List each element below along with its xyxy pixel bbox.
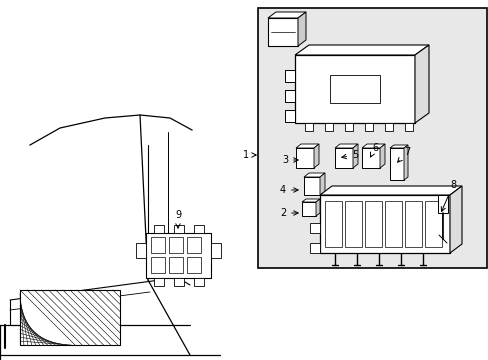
Bar	[404, 123, 412, 131]
Text: 5: 5	[341, 150, 357, 160]
Bar	[304, 177, 319, 195]
Bar	[384, 201, 401, 247]
Text: 9: 9	[175, 210, 181, 228]
Text: 3: 3	[282, 155, 298, 165]
Bar	[154, 225, 163, 233]
Bar	[345, 123, 352, 131]
Bar	[295, 148, 313, 168]
Bar	[389, 148, 403, 180]
Bar	[309, 203, 319, 213]
Text: 7: 7	[397, 147, 409, 162]
Text: 2: 2	[279, 208, 298, 218]
Bar	[361, 148, 379, 168]
Bar	[169, 237, 183, 253]
Bar	[169, 257, 183, 273]
Text: 8: 8	[440, 180, 455, 211]
Bar	[20, 290, 120, 345]
Polygon shape	[379, 144, 384, 168]
Polygon shape	[352, 144, 357, 168]
Bar	[285, 70, 294, 82]
Bar	[384, 123, 392, 131]
Bar	[329, 75, 379, 103]
Bar	[345, 201, 361, 247]
Bar	[424, 201, 441, 247]
Bar	[305, 123, 312, 131]
Bar	[194, 278, 203, 286]
Bar	[186, 257, 201, 273]
Bar	[285, 110, 294, 122]
Bar	[174, 278, 183, 286]
Polygon shape	[267, 12, 305, 18]
Polygon shape	[302, 199, 319, 202]
Bar	[194, 225, 203, 233]
Polygon shape	[334, 144, 357, 148]
Polygon shape	[315, 199, 319, 216]
Text: 6: 6	[370, 143, 377, 157]
Text: 1: 1	[243, 150, 256, 160]
Bar	[136, 243, 146, 258]
Polygon shape	[295, 144, 318, 148]
Polygon shape	[319, 186, 461, 195]
Bar	[309, 243, 319, 253]
Bar	[186, 237, 201, 253]
Bar	[309, 223, 319, 233]
Polygon shape	[414, 45, 428, 123]
Bar	[364, 201, 381, 247]
Bar	[267, 18, 297, 46]
Bar	[334, 148, 352, 168]
Bar	[146, 233, 210, 278]
Polygon shape	[449, 186, 461, 253]
Bar	[210, 243, 221, 258]
Bar	[258, 8, 486, 268]
Bar	[151, 237, 164, 253]
Bar	[154, 278, 163, 286]
Bar	[437, 195, 447, 213]
Polygon shape	[297, 12, 305, 46]
Bar	[404, 201, 421, 247]
Polygon shape	[294, 45, 428, 55]
Bar	[174, 225, 183, 233]
Polygon shape	[304, 173, 325, 177]
Polygon shape	[361, 144, 384, 148]
Bar	[302, 202, 315, 216]
Bar	[294, 55, 414, 123]
Bar	[151, 257, 164, 273]
Polygon shape	[403, 145, 407, 180]
Polygon shape	[389, 145, 407, 148]
Bar	[319, 195, 449, 253]
Bar	[325, 201, 341, 247]
Polygon shape	[319, 173, 325, 195]
Bar	[364, 123, 372, 131]
Bar	[285, 90, 294, 102]
Bar	[325, 123, 332, 131]
Text: 4: 4	[279, 185, 298, 195]
Polygon shape	[313, 144, 318, 168]
